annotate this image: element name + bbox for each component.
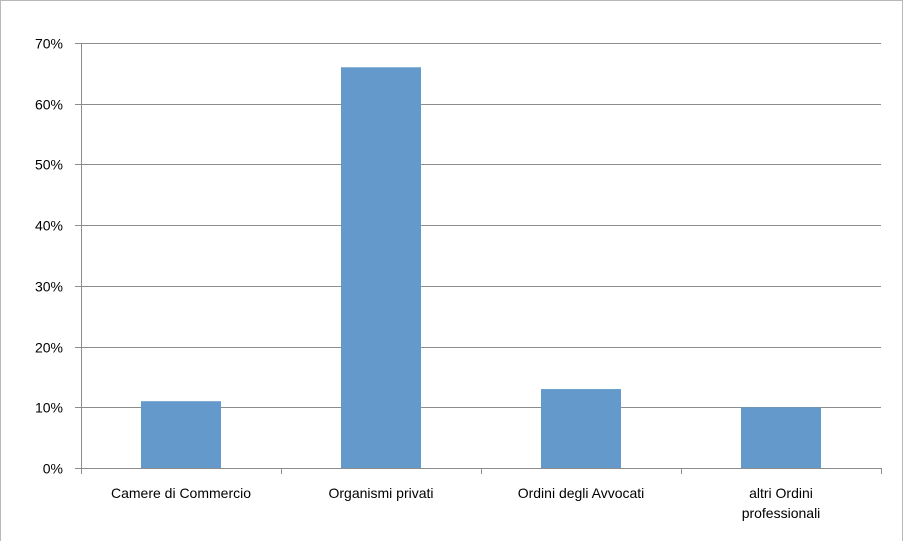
bar-altri-ordini-professionali	[741, 407, 821, 468]
x-category-labels: Camere di Commercio Organismi privati Ordi…	[111, 485, 820, 521]
x-category-label: altri Ordini professionali	[742, 485, 821, 521]
y-tick-label: 10%	[35, 400, 63, 416]
y-tick-label: 40%	[35, 218, 63, 234]
y-tick-label: 50%	[35, 157, 63, 173]
x-category-label: Ordini degli Avvocati	[518, 485, 645, 501]
y-tick-label: 0%	[43, 461, 63, 477]
y-tick-label: 20%	[35, 340, 63, 356]
bar-camere-di-commercio	[141, 401, 221, 468]
axes	[75, 43, 882, 474]
y-tick-labels: 0% 10% 20% 30% 40% 50% 60% 70%	[35, 36, 63, 477]
x-category-label: Organismi privati	[328, 485, 433, 501]
bar-ordini-degli-avvocati	[541, 389, 621, 468]
bar-organismi-privati	[341, 67, 421, 469]
y-tick-label: 30%	[35, 279, 63, 295]
y-tick-label: 60%	[35, 97, 63, 113]
bars	[141, 67, 821, 469]
gridlines	[81, 43, 881, 408]
y-tick-label: 70%	[35, 36, 63, 52]
x-category-label: Camere di Commercio	[111, 485, 251, 501]
